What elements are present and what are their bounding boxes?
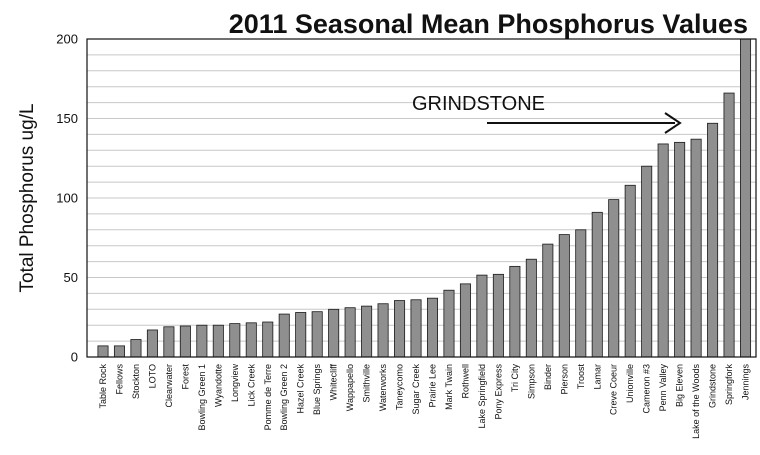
bar: [262, 321, 274, 358]
bar: [361, 305, 373, 358]
bar: [740, 38, 752, 358]
x-tick-label: Springfork: [724, 364, 734, 406]
x-tick-label: Lake Springfield: [477, 364, 487, 429]
x-tick-label: Creve Coeur: [609, 364, 619, 415]
x-tick-label: Fellows: [114, 364, 124, 395]
bar: [608, 199, 620, 358]
grid-lines: [87, 54, 756, 342]
x-tick-label: Clearwater: [164, 364, 174, 408]
x-tick-label: Blue Springs: [312, 364, 322, 416]
x-tick-label: Lake of the Woods: [691, 364, 701, 439]
bar: [492, 273, 504, 358]
x-tick-label: Rothwell: [460, 364, 470, 399]
bar: [410, 299, 422, 358]
bar: [196, 324, 208, 358]
bar: [278, 313, 290, 358]
x-tick-label: Troost: [576, 364, 586, 390]
y-tick-label: 50: [64, 270, 78, 285]
bar: [723, 92, 735, 358]
chart-title: 2011 Seasonal Mean Phosphorus Values: [229, 9, 748, 39]
bar: [476, 274, 488, 358]
x-tick-label: Whitecliff: [329, 364, 339, 401]
x-tick-label: Waterworks: [378, 364, 388, 412]
y-tick-label: 200: [56, 32, 78, 47]
x-tick-label: Simpson: [526, 364, 536, 399]
x-tick-label: Forest: [180, 364, 190, 390]
bar: [179, 325, 191, 358]
x-tick-label: Cameron #3: [642, 364, 652, 414]
bar: [163, 326, 175, 358]
x-tick-label: Stockton: [131, 364, 141, 399]
bar: [575, 229, 587, 358]
bar: [229, 323, 241, 358]
y-axis-label: Total Phosphorus ug/L: [17, 103, 38, 292]
bar: [394, 300, 406, 358]
y-tick-label: 150: [56, 111, 78, 126]
bar: [690, 138, 702, 358]
x-tick-label: Penn Valley: [658, 364, 668, 412]
bar: [674, 141, 686, 358]
x-tick-label: Jennings: [741, 364, 751, 401]
bar: [328, 308, 340, 358]
bar: [591, 211, 603, 358]
annotation-arrow: [487, 112, 682, 134]
x-tick-label: Lick Creek: [246, 364, 256, 407]
bar: [558, 234, 570, 358]
bar: [311, 311, 323, 358]
x-tick-label: Taneycomo: [395, 364, 405, 410]
y-tick-label: 0: [71, 350, 78, 365]
x-tick-label: Bowling Green 2: [279, 364, 289, 431]
annotation-label: GRINDSTONE: [412, 93, 545, 115]
x-tick-label: Pony Express: [493, 364, 503, 420]
bar: [624, 184, 636, 358]
y-tick-labels: 0 50 100 150 200: [56, 32, 78, 365]
bar: [657, 143, 669, 358]
bar: [130, 339, 142, 358]
bar: [245, 322, 257, 358]
x-tick-label: Table Rock: [98, 364, 108, 409]
bar: [97, 345, 109, 358]
bar: [459, 283, 471, 358]
x-tick-labels: Table Rock Fellows Stockton LOTO Clearwater F…: [98, 364, 751, 439]
x-tick-label: Big Eleven: [675, 364, 685, 407]
x-tick-label: Prairie Lee: [428, 364, 438, 408]
x-tick-label: Binder: [543, 364, 553, 390]
x-tick-label: Pierson: [559, 364, 569, 395]
bar: [113, 345, 125, 358]
x-tick-label: LOTO: [147, 364, 157, 388]
y-tick-label: 100: [56, 191, 78, 206]
x-tick-label: Longview: [230, 364, 240, 403]
bar: [443, 289, 455, 358]
bar: [377, 303, 389, 358]
bar: [707, 122, 719, 358]
x-tick-label: Mark Twain: [444, 364, 454, 410]
x-tick-label: Sugar Creek: [411, 364, 421, 415]
bar: [509, 265, 521, 358]
x-tick-label: Grindstone: [708, 364, 718, 408]
x-tick-label: Unionville: [625, 364, 635, 403]
x-tick-label: Hazel Creek: [296, 364, 306, 414]
x-tick-label: Wyandotte: [213, 364, 223, 407]
bar: [146, 329, 158, 358]
x-tick-label: Tri City: [510, 364, 520, 393]
x-tick-label: Bowling Green 1: [197, 364, 207, 431]
bar: [525, 258, 537, 358]
x-tick-label: Wappapello: [345, 364, 355, 411]
x-tick-label: Pomme de Terre: [263, 364, 273, 430]
bars: [97, 38, 752, 358]
bar: [295, 312, 307, 358]
x-tick-label: Smithville: [362, 364, 372, 403]
bar: [641, 165, 653, 358]
bar: [212, 324, 224, 358]
bar: [344, 307, 356, 358]
plot-frame: [86, 38, 757, 358]
bar: [426, 297, 439, 358]
bar: [542, 243, 554, 358]
x-tick-label: Lamar: [592, 364, 602, 390]
